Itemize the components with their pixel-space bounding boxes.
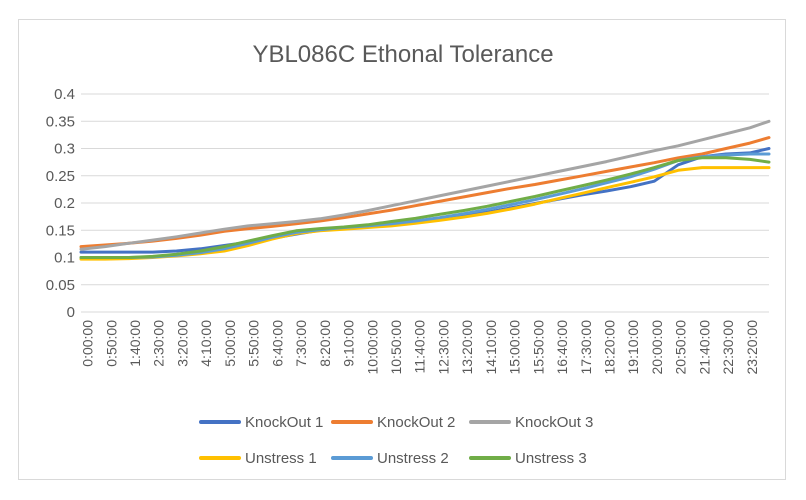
- x-tick-label: 20:50:00: [673, 320, 689, 375]
- x-tick-label: 0:00:00: [80, 320, 96, 367]
- legend-label: Unstress 2: [377, 450, 449, 467]
- x-tick-label: 12:30:00: [435, 320, 451, 375]
- y-tick-label: 0.3: [54, 141, 75, 158]
- legend: KnockOut 1 KnockOut 2 KnockOut 3 Unstress 1…: [199, 414, 593, 467]
- x-tick-label: 15:00:00: [507, 320, 523, 375]
- x-tick-label: 11:40:00: [412, 320, 428, 374]
- y-tick-label: 0.2: [54, 195, 75, 212]
- x-tick-label: 17:30:00: [578, 320, 594, 375]
- series-line-unstress-1: [79, 166, 771, 261]
- x-tick-label: 21:40:00: [696, 320, 712, 375]
- series-layer: [79, 119, 771, 261]
- x-tick-label: 8:20:00: [317, 320, 333, 367]
- y-tick-label: 0.1: [54, 250, 75, 267]
- x-tick-label: 6:40:00: [269, 320, 285, 367]
- x-tick-label: 1:40:00: [127, 320, 143, 367]
- y-tick-label: 0.35: [46, 113, 75, 130]
- y-tick-label: 0.05: [46, 277, 75, 294]
- legend-label: KnockOut 2: [377, 414, 455, 431]
- series-line-knockout-2: [79, 136, 771, 249]
- x-tick-label: 4:10:00: [198, 320, 214, 367]
- x-tick-label: 3:20:00: [174, 320, 190, 367]
- chart-area: YBL086C Ethonal Tolerance 0 0.05 0.1 0.15 0.…: [18, 19, 786, 480]
- y-tick-label: 0.25: [46, 168, 75, 185]
- legend-label: KnockOut 3: [515, 414, 593, 431]
- x-tick-label: 5:00:00: [222, 320, 238, 367]
- chart-title: YBL086C Ethonal Tolerance: [252, 41, 553, 68]
- x-tick-label: 13:20:00: [459, 320, 475, 375]
- legend-label: KnockOut 1: [245, 414, 323, 431]
- x-tick-label: 10:00:00: [364, 320, 380, 375]
- x-tick-label: 23:20:00: [744, 320, 760, 375]
- x-axis-ticks: 0:00:00 0:50:00 1:40:00 2:30:00 3:20:00 4:10:…: [80, 320, 760, 375]
- x-tick-label: 22:30:00: [720, 320, 736, 375]
- x-tick-label: 5:50:00: [246, 320, 262, 367]
- series-line-unstress-3: [79, 156, 771, 259]
- y-tick-label: 0.15: [46, 222, 75, 239]
- x-tick-label: 20:00:00: [649, 320, 665, 375]
- legend-label: Unstress 1: [245, 450, 317, 467]
- x-tick-label: 7:30:00: [293, 320, 309, 367]
- x-tick-label: 15:50:00: [530, 320, 546, 375]
- x-tick-label: 19:10:00: [625, 320, 641, 375]
- x-tick-label: 0:50:00: [103, 320, 119, 367]
- x-tick-label: 2:30:00: [151, 320, 167, 367]
- chart-svg: YBL086C Ethonal Tolerance 0 0.05 0.1 0.15 0.…: [46, 41, 771, 467]
- x-tick-label: 10:50:00: [388, 320, 404, 375]
- x-tick-label: 14:10:00: [483, 320, 499, 375]
- x-tick-label: 18:20:00: [601, 320, 617, 375]
- y-axis-ticks: 0 0.05 0.1 0.15 0.2 0.25 0.3 0.35 0.4: [46, 86, 75, 321]
- x-tick-label: 16:40:00: [554, 320, 570, 375]
- series-line-knockout-3: [79, 119, 771, 251]
- series-line-unstress-2: [79, 152, 771, 259]
- x-tick-label: 9:10:00: [341, 320, 357, 367]
- y-tick-label: 0.4: [54, 86, 75, 103]
- y-tick-label: 0: [67, 304, 75, 321]
- legend-label: Unstress 3: [515, 450, 587, 467]
